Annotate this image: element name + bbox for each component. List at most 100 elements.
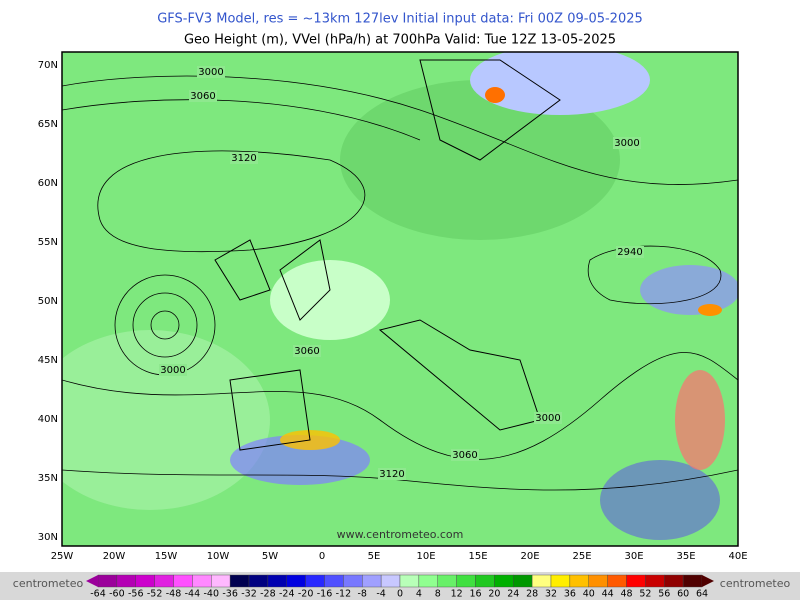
colorbar-label: 4 [416,589,422,600]
colorbar-swatch [154,574,174,588]
contour-label-bg [534,412,562,424]
colorbar-label: -40 [203,589,219,600]
colorbar-swatch [513,574,533,588]
lon-label: 30E [624,551,643,562]
colorbar-swatch [494,574,514,588]
lat-label: 50N [38,296,58,307]
contour-label: 3000 [614,138,639,149]
lat-label: 45N [38,355,58,366]
lat-label: 55N [38,237,58,248]
colorbar-swatch [550,574,571,588]
colorbar-label: 28 [526,589,538,600]
colorbar-swatch [456,574,476,588]
watermark: www.centrometeo.com [337,528,464,541]
contour-label: 3060 [190,91,215,102]
colorbar-label: 52 [639,589,651,600]
lon-label: 20E [520,551,539,562]
lon-label: 0 [319,551,325,562]
brand-logo: centrometeo [720,577,791,590]
contour-label: 3060 [452,450,477,461]
colorbar-label: -32 [241,589,257,600]
lon-label: 10E [416,551,435,562]
colorbar-label: -64 [90,589,106,600]
contour-label-bg [230,152,258,164]
lon-label: 20W [103,551,126,562]
colorbar-swatch [682,574,703,588]
map-frame [61,51,739,547]
colorbar-label: -28 [260,589,276,600]
colorbar-swatch [173,574,193,588]
colorbar-swatch [588,574,608,588]
contour-label: 2940 [617,247,642,258]
contour-label: 3120 [231,153,256,164]
colorbar-swatch [569,574,589,588]
colorbar-label: 36 [564,589,576,600]
colorbar-label: 8 [435,589,441,600]
colorbar-label: 20 [488,589,500,600]
colorbar-label: 24 [507,589,519,600]
contour-label-bg [451,449,479,461]
colorbar-label: -8 [358,589,367,600]
lon-label: 5W [262,551,278,562]
lon-label: 15W [155,551,178,562]
colorbar-swatch [664,574,684,588]
colorbar-swatch [248,574,269,588]
lat-label: 70N [38,60,58,71]
colorbar-label: 44 [602,589,614,600]
colorbar-label: -60 [109,589,125,600]
contour-label-bg [197,66,225,78]
lon-label: 35E [676,551,695,562]
colorbar-swatch [607,574,627,588]
lat-label: 35N [38,473,58,484]
colorbar-label: -44 [185,589,201,600]
colorbar-swatch [324,574,344,588]
colorbar-swatch [362,574,382,588]
contour-label-bg [616,246,644,258]
colorbar-swatch [380,574,401,588]
colorbar-swatch [437,574,457,588]
colorbar-swatch [211,574,231,588]
colorbar-swatch [97,574,118,588]
contour-label-bg [293,345,321,357]
colorbar-label: 16 [469,589,481,600]
colorbar-swatch [286,574,306,588]
colorbar-label: 60 [677,589,689,600]
colorbar-label: 48 [620,589,632,600]
contour-label-bg [159,364,187,376]
lat-label: 30N [38,532,58,543]
colorbar-swatch [192,574,212,588]
colorbar-swatch [475,574,495,588]
contour-label: 3000 [535,413,560,424]
colorbar-label: 64 [696,589,708,600]
colorbar-label: 40 [583,589,595,600]
colorbar-swatch [267,574,287,588]
lon-label: 25E [572,551,591,562]
colorbar-label: -24 [279,589,295,600]
contour-label: 3000 [198,67,223,78]
colorbar-swatch [343,574,363,588]
lon-label: 40E [728,551,747,562]
colorbar-label: 0 [397,589,403,600]
contour-label: 3000 [160,365,185,376]
title-line: GFS-FV3 Model, res = ~13km 127lev Initia… [157,12,643,27]
contour-label: 3060 [294,346,319,357]
contour-label-bg [613,137,641,149]
colorbar-label: -4 [376,589,385,600]
colorbar-label: 56 [658,589,670,600]
colorbar-label: 32 [545,589,557,600]
lon-label: 10W [207,551,230,562]
colorbar-label: -20 [298,589,314,600]
colorbar-label: -36 [222,589,238,600]
colorbar-swatch [399,574,420,588]
colorbar-swatch [305,574,325,588]
colorbar-swatch [229,574,250,588]
lon-label: 25W [51,551,74,562]
colorbar-label: 12 [451,589,463,600]
colorbar-swatch [418,574,438,588]
colorbar-label: -48 [166,589,182,600]
lat-label: 60N [38,178,58,189]
lon-label: 15E [468,551,487,562]
map-field [62,52,738,546]
